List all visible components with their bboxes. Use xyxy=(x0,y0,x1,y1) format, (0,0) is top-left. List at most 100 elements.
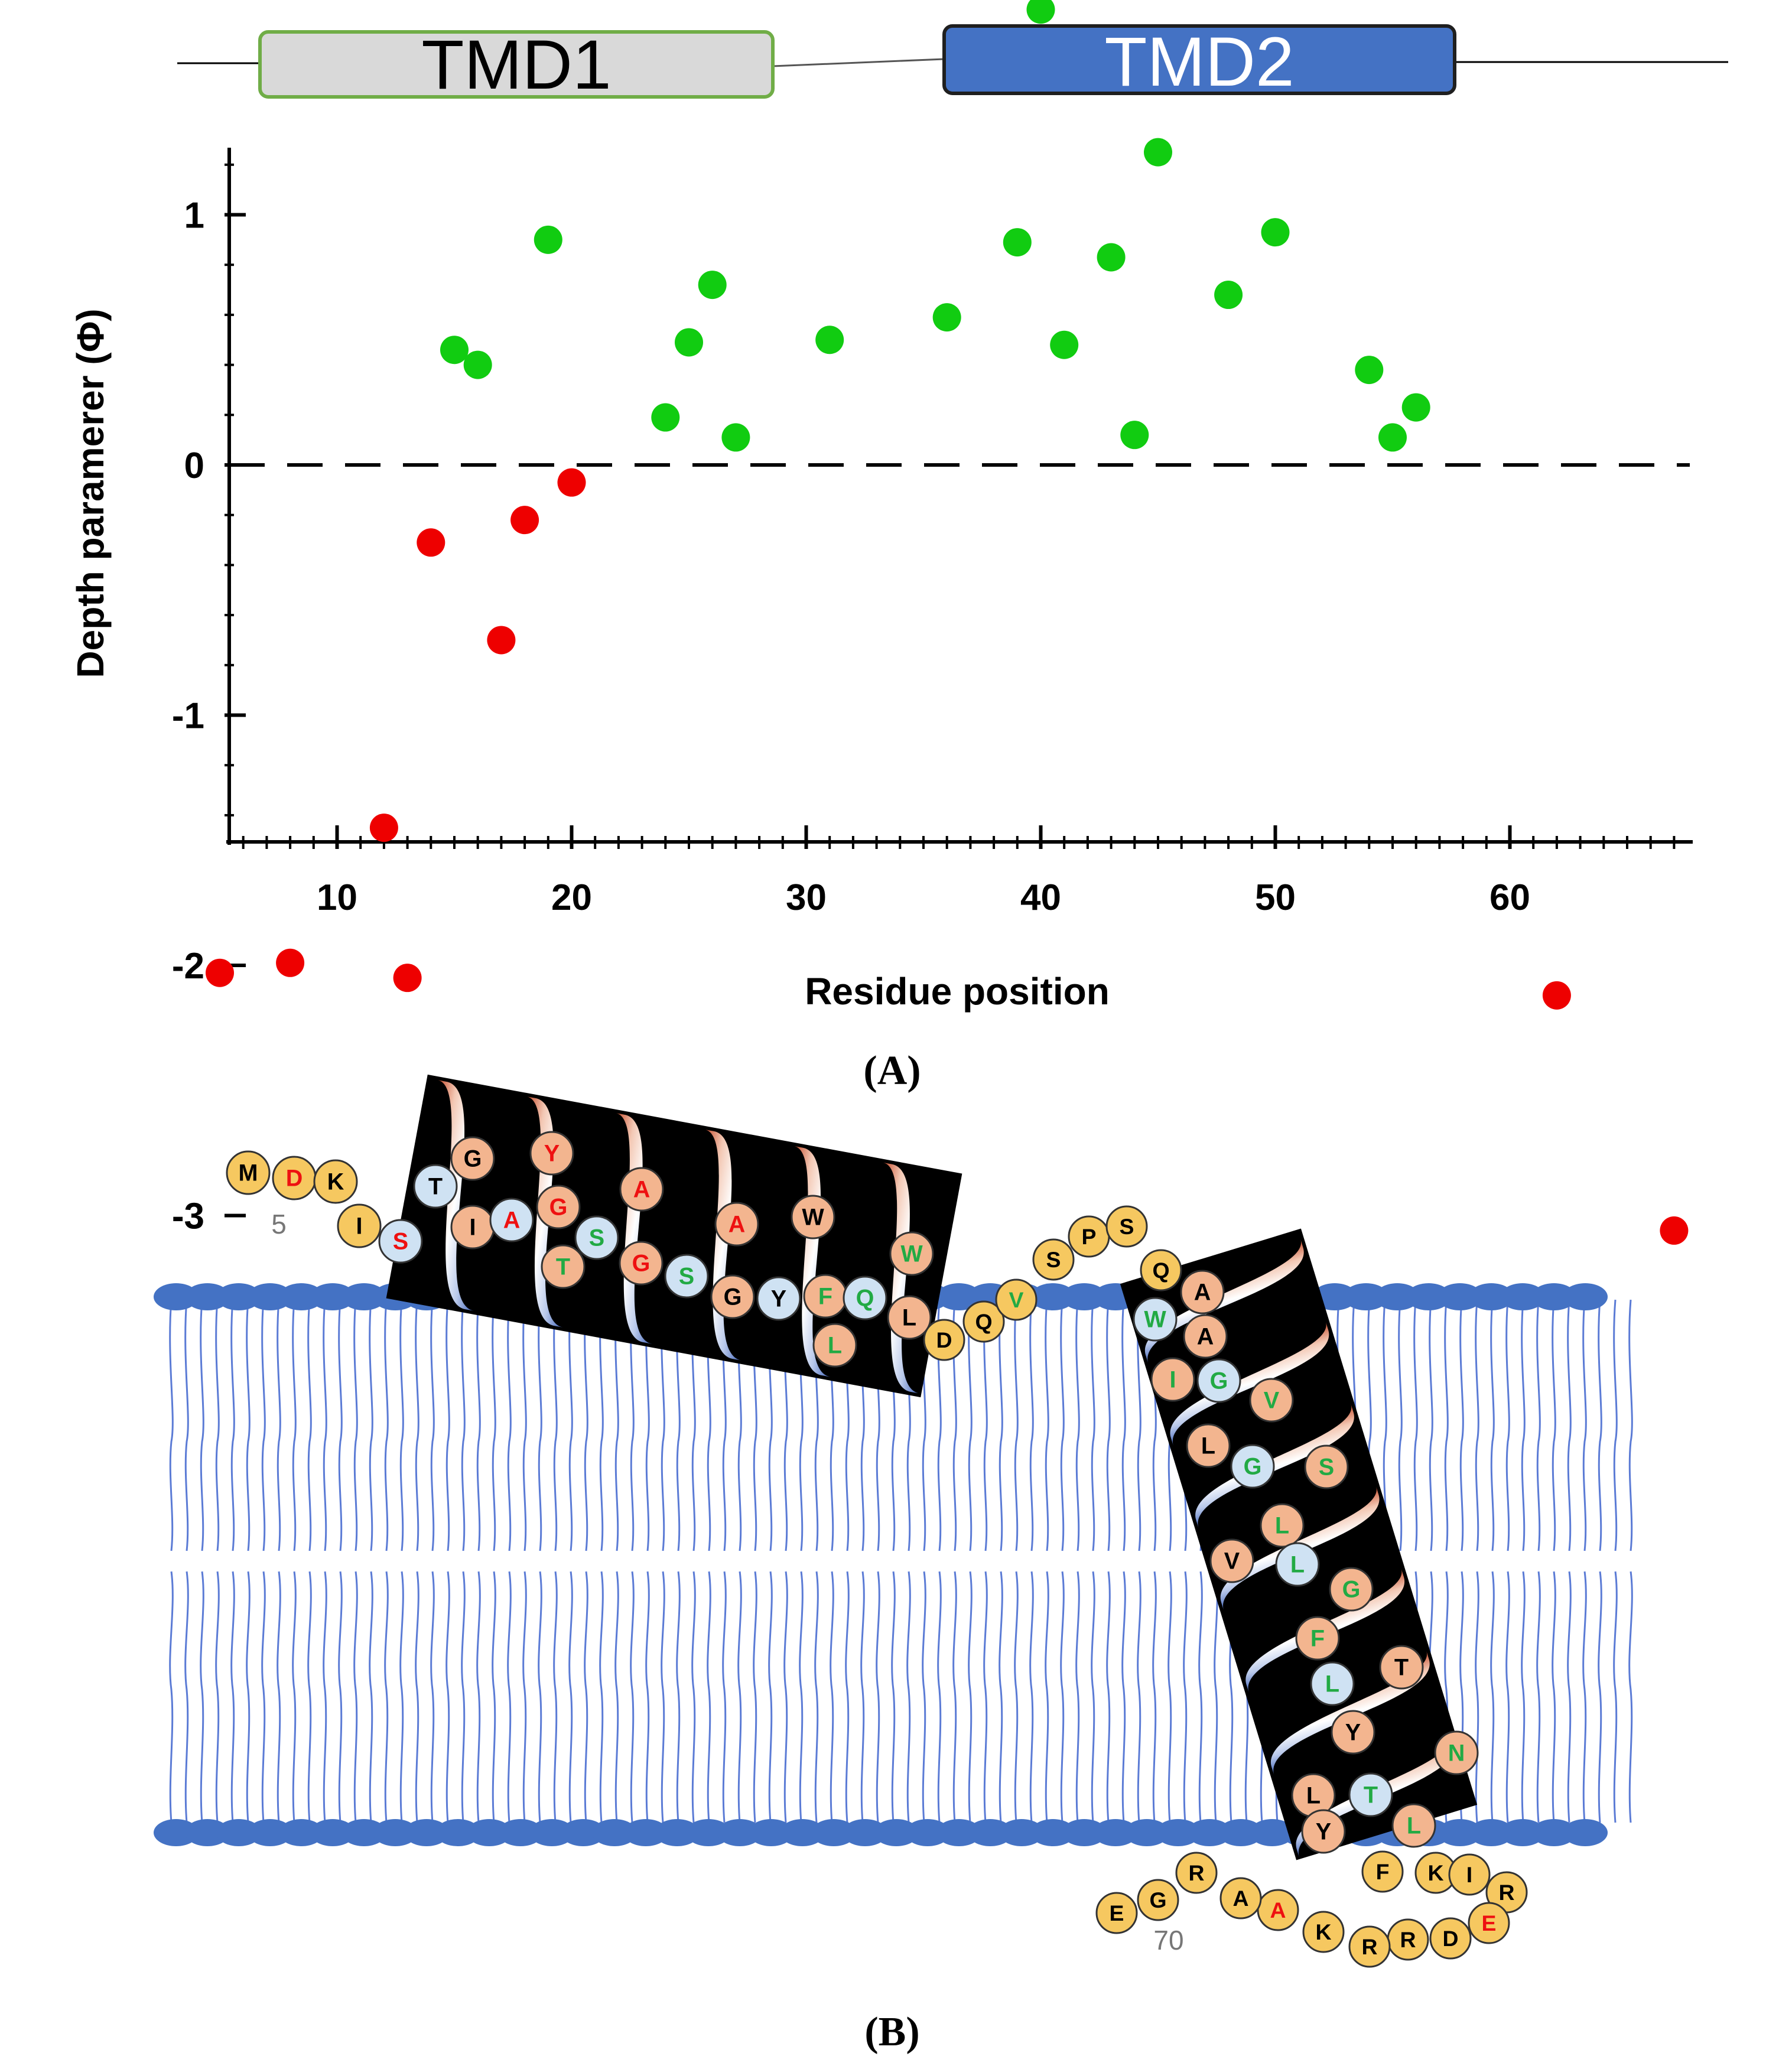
residue-circle xyxy=(1133,1297,1178,1342)
helix1-residue: W xyxy=(889,1231,934,1276)
lipid-tail-lower xyxy=(1152,1571,1157,1823)
lipid-head-upper xyxy=(216,1283,261,1310)
helix2-residue: F xyxy=(1295,1616,1340,1661)
residue-circle xyxy=(1310,1661,1355,1706)
chart-axes: -3-2-1012102030405060 xyxy=(172,148,1693,1237)
lipid-tail-lower xyxy=(200,1571,204,1823)
residue-letter: T xyxy=(1394,1655,1409,1681)
lipid-head-lower xyxy=(561,1819,606,1846)
lipid-tail-upper xyxy=(538,1299,542,1551)
lipid-tail-lower xyxy=(676,1571,681,1823)
lipid-tail-lower xyxy=(522,1571,527,1823)
lipid-tail-upper xyxy=(369,1299,373,1551)
lipid-tail-upper xyxy=(476,1299,481,1551)
n-terminal-residue: K xyxy=(313,1159,358,1204)
lipid-tail-upper xyxy=(1137,1299,1141,1551)
lipid-tail-lower xyxy=(983,1571,988,1823)
residue-letter: L xyxy=(902,1305,916,1331)
helix1-residue: T xyxy=(541,1244,586,1289)
helix1-residue: I xyxy=(450,1205,495,1250)
residue-circle xyxy=(1348,1772,1393,1817)
lipid-tail-lower xyxy=(430,1571,435,1823)
residue-letter: E xyxy=(1482,1911,1497,1935)
lipid-tail-upper xyxy=(292,1299,297,1551)
data-point-negative xyxy=(276,948,305,977)
lipid-tail-lower xyxy=(353,1571,358,1823)
helix1-residue: A xyxy=(619,1167,664,1212)
lipid-tail-lower xyxy=(691,1571,696,1823)
lipid-head-upper xyxy=(248,1283,292,1310)
lipid-head-lower xyxy=(843,1819,887,1846)
lipid-head-lower xyxy=(216,1819,261,1846)
residue-letter: K xyxy=(1315,1919,1331,1944)
residue-letter: L xyxy=(1201,1433,1215,1459)
lipid-head-lower xyxy=(154,1819,199,1846)
residue-letter: Q xyxy=(856,1286,874,1312)
residue-circle xyxy=(812,1323,857,1368)
x-tick-label: 30 xyxy=(786,877,827,918)
helix2-residue: I xyxy=(1150,1357,1195,1402)
lipid-tail-upper xyxy=(1029,1299,1034,1551)
linker-residue: P xyxy=(1068,1215,1110,1258)
residue-letter: Q xyxy=(975,1309,992,1334)
y-tick-label: -2 xyxy=(172,946,204,987)
residue-circle xyxy=(791,1195,835,1239)
data-point-negative xyxy=(510,506,539,535)
lipid-tail-lower xyxy=(814,1571,819,1823)
residue-letter: V xyxy=(1264,1388,1280,1414)
residue-circle xyxy=(1180,1270,1225,1315)
lipid-tail-upper xyxy=(200,1299,204,1551)
n-terminal-residue: I xyxy=(337,1203,382,1248)
lipid-head-lower xyxy=(529,1819,574,1846)
residue-number-5: 5 xyxy=(271,1209,287,1239)
lipid-tail-lower xyxy=(492,1571,496,1823)
data-point-positive xyxy=(1261,218,1290,247)
lipid-tail-upper xyxy=(384,1299,389,1551)
lipid-tail-upper xyxy=(1060,1299,1065,1551)
lipid-tail-upper xyxy=(645,1299,650,1551)
data-point-negative xyxy=(417,528,445,557)
residue-letter: S xyxy=(1046,1247,1061,1272)
x-tick-label: 20 xyxy=(551,877,592,918)
c-terminal-residue: E xyxy=(1468,1902,1510,1944)
lipid-tail-upper xyxy=(1628,1299,1633,1551)
residue-letter: Y xyxy=(1345,1720,1361,1746)
helix1-residue: Y xyxy=(756,1276,801,1321)
residue-circle xyxy=(1295,1616,1340,1661)
residue-circle xyxy=(1301,1809,1346,1854)
lipid-tail-lower xyxy=(169,1571,174,1823)
residue-circle xyxy=(1032,1238,1075,1281)
lipid-tail-lower xyxy=(261,1571,266,1823)
c-terminal-residue: E xyxy=(1095,1892,1138,1934)
helix1-residue: A xyxy=(489,1198,534,1242)
lipid-tail-lower xyxy=(307,1571,312,1823)
data-point-negative xyxy=(369,814,398,842)
residue-circle xyxy=(536,1185,581,1229)
lipid-tail-lower xyxy=(1014,1571,1019,1823)
lipid-head-lower xyxy=(435,1819,480,1846)
panel-label-b: (B) xyxy=(864,2009,919,2055)
lipid-tail-lower xyxy=(568,1571,573,1823)
residue-letter: L xyxy=(1290,1552,1305,1578)
panel-label-a: (A) xyxy=(863,1048,921,1094)
lipid-tail-lower xyxy=(1029,1571,1034,1823)
data-point-positive xyxy=(721,423,750,452)
lipid-head-upper xyxy=(1500,1283,1545,1310)
lipid-head-lower xyxy=(1437,1819,1482,1846)
lipid-head-lower xyxy=(1250,1819,1295,1846)
helix1-residue: G xyxy=(710,1274,755,1319)
lipid-tail-lower xyxy=(338,1571,343,1823)
tmd1-label: TMD1 xyxy=(421,26,611,104)
data-point-negative xyxy=(1660,1216,1689,1245)
lipid-head-upper xyxy=(310,1283,355,1310)
lipid-tail-lower xyxy=(292,1571,297,1823)
lipid-tail-upper xyxy=(230,1299,235,1551)
residue-circle xyxy=(619,1241,664,1286)
helix1-residue: G xyxy=(619,1241,664,1286)
residue-letter: T xyxy=(428,1174,443,1200)
lipid-tail-upper xyxy=(1475,1299,1479,1551)
lipid-head-lower xyxy=(248,1819,292,1846)
lipid-tail-upper xyxy=(215,1299,220,1551)
lipid-head-lower xyxy=(1030,1819,1075,1846)
